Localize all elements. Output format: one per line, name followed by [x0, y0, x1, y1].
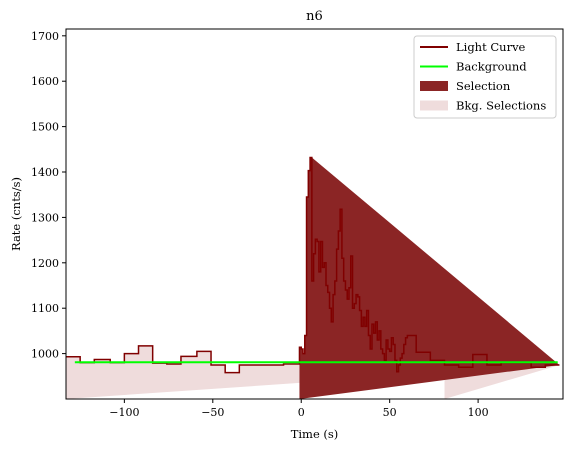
y-tick-label: 1000 — [31, 348, 59, 361]
x-axis-label: Time (s) — [291, 427, 339, 441]
x-tick-label: −50 — [201, 406, 224, 419]
light-curve-line — [66, 156, 560, 374]
y-tick-label: 1400 — [31, 166, 59, 179]
y-tick-label: 1700 — [31, 30, 59, 43]
y-tick-label: 1100 — [31, 302, 59, 315]
x-tick-label: 50 — [383, 406, 397, 419]
legend-label-light-curve: Light Curve — [456, 40, 526, 54]
legend-swatch-bkg-selections — [420, 100, 448, 111]
y-tick-label: 1600 — [31, 75, 59, 88]
plot-frame — [65, 28, 564, 400]
y-tick-label: 1200 — [31, 257, 59, 270]
legend-label-background: Background — [456, 60, 527, 74]
legend-label-bkg-selections: Bkg. Selections — [456, 99, 546, 113]
y-tick-label: 1300 — [31, 211, 59, 224]
legend-label-selection: Selection — [456, 79, 511, 93]
x-tick-label: 100 — [468, 406, 489, 419]
y-axis-label: Rate (cnts/s) — [9, 177, 23, 251]
legend: Light Curve Background Selection Bkg. Selec… — [413, 35, 557, 119]
chart-title: n6 — [306, 9, 323, 24]
selection-region — [299, 157, 560, 399]
y-tick-label: 1500 — [31, 121, 59, 134]
legend-swatch-selection — [420, 81, 448, 91]
x-tick-label: 0 — [298, 406, 305, 419]
legend-box — [413, 35, 557, 119]
x-tick-label: −100 — [109, 406, 139, 419]
